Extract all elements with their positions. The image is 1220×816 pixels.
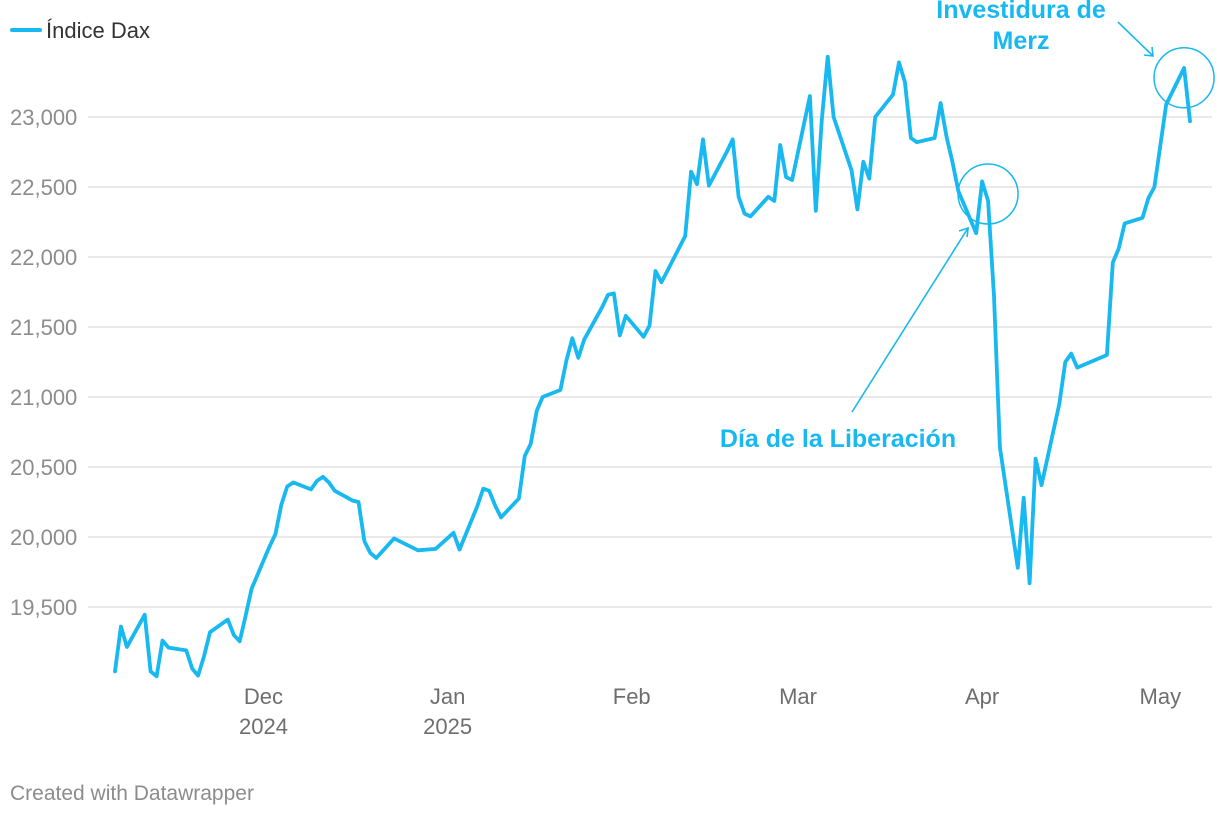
x-tick-label: May <box>1140 684 1182 709</box>
annotation-text-merz: Investidura de <box>936 0 1106 24</box>
annotation-circles <box>957 47 1215 225</box>
x-tick-label: Dec <box>244 684 283 709</box>
y-tick-label: 21,500 <box>10 315 77 340</box>
x-tick-label: Mar <box>779 684 817 709</box>
y-tick-label: 20,500 <box>10 455 77 480</box>
series-layer <box>113 54 1192 679</box>
y-tick-label: 21,000 <box>10 385 77 410</box>
annotation-arrow-liberacion <box>851 227 969 413</box>
y-tick-label: 22,000 <box>10 245 77 270</box>
y-tick-label: 20,000 <box>10 525 77 550</box>
x-tick-label: Jan <box>430 684 465 709</box>
x-tick-sublabel: 2025 <box>423 714 472 739</box>
annotation-arrowhead-liberacion <box>958 226 969 238</box>
y-tick-label: 22,500 <box>10 175 77 200</box>
gridlines <box>88 116 1212 608</box>
x-tick-sublabel: 2024 <box>239 714 288 739</box>
x-tick-label: Apr <box>965 684 999 709</box>
x-tick-label: Feb <box>613 684 651 709</box>
annotation-text-merz: Merz <box>993 27 1050 55</box>
y-tick-label: 19,500 <box>10 595 77 620</box>
y-axis-tick-labels: 23,000 22,500 22,000 21,500 21,000 20,500 20,0… <box>10 105 77 620</box>
legend: Índice Dax <box>10 18 150 43</box>
annotation-circle-liberacion <box>957 163 1019 225</box>
annotation-text-liberacion: Día de la Liberación <box>720 425 956 453</box>
annotation-arrow-merz <box>1117 21 1154 57</box>
annotation-circle-merz <box>1153 47 1215 109</box>
legend-label: Índice Dax <box>46 18 150 43</box>
series-line-dax <box>113 54 1192 679</box>
annotation-arrowhead-merz <box>1143 46 1154 57</box>
annotation-labels: Día de la Liberación Investidura de Merz <box>720 0 1106 453</box>
annotation-arrows <box>851 21 1154 413</box>
x-axis-tick-labels: Dec 2024 Jan 2025 Feb Mar Apr May <box>239 684 1181 739</box>
footer-credit: Created with Datawrapper <box>10 782 254 805</box>
y-tick-label: 23,000 <box>10 105 77 130</box>
